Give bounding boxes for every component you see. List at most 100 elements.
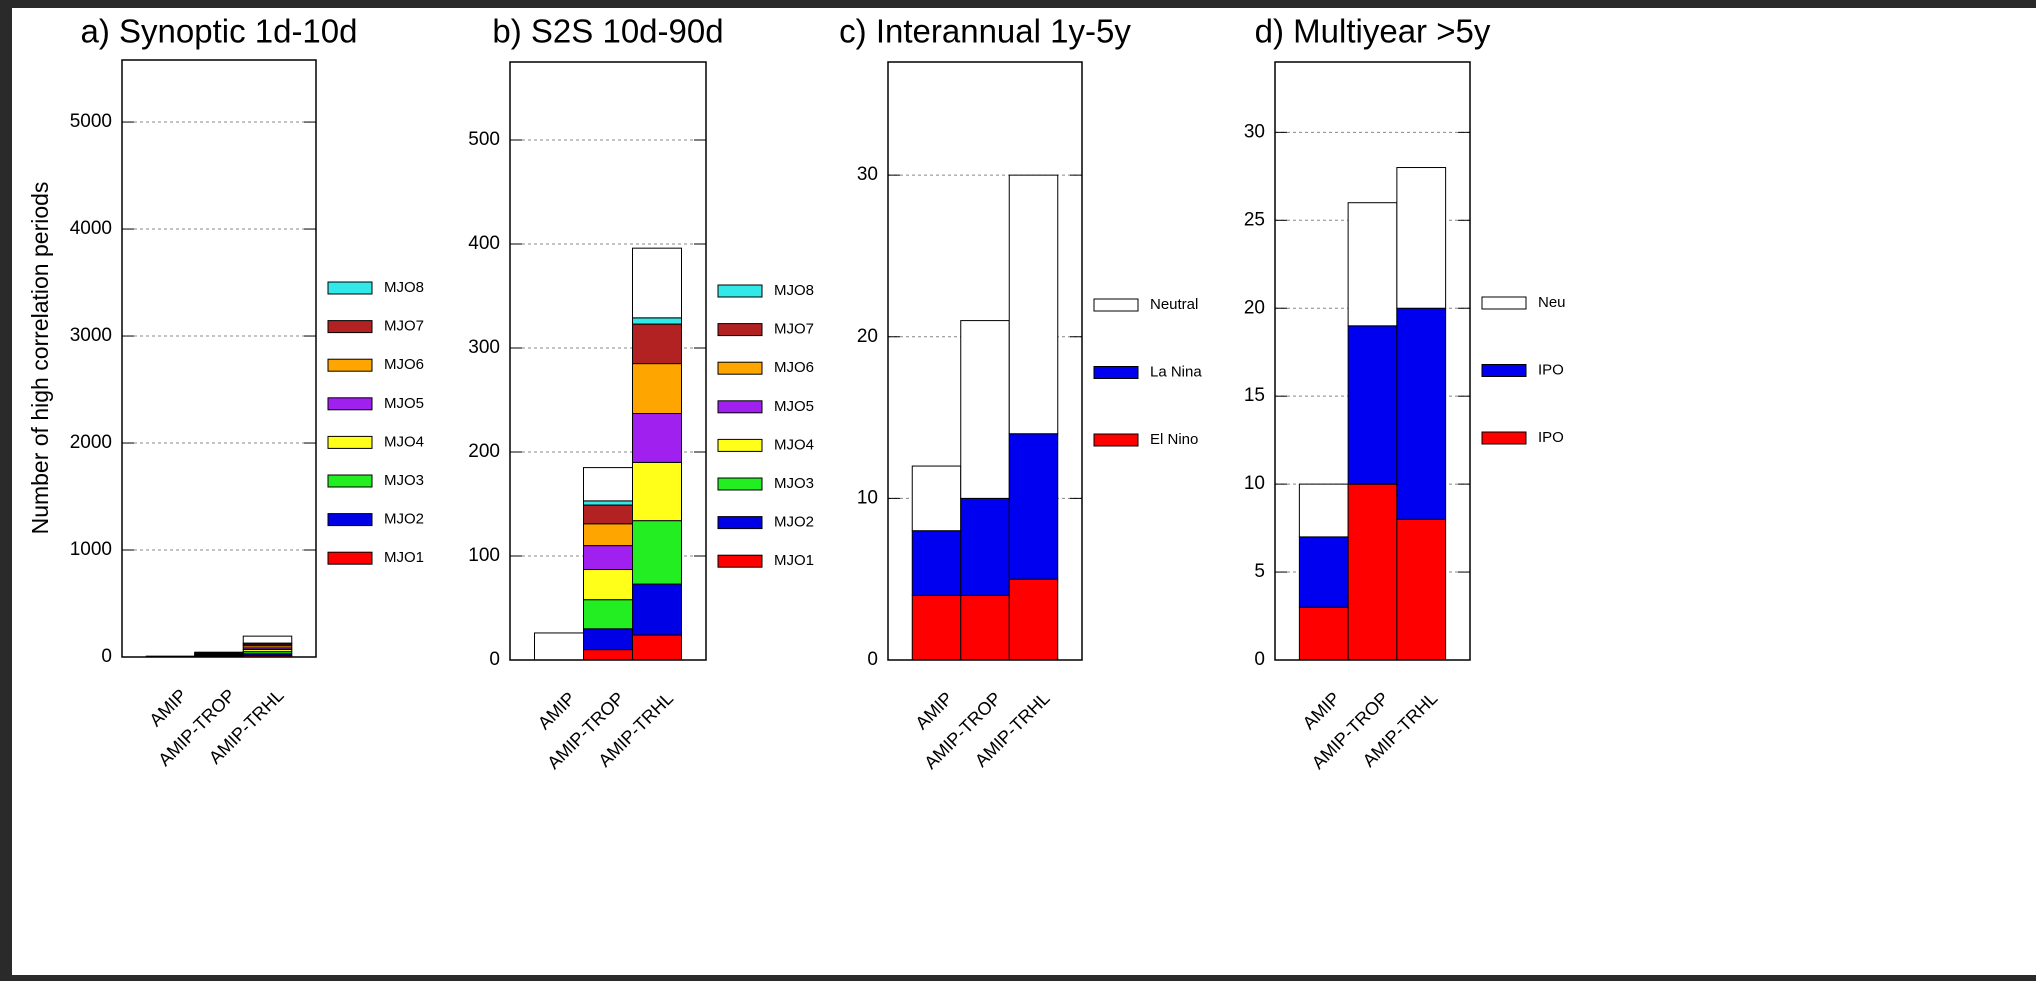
plot-frame: [1274, 61, 1471, 661]
legend-label: MJO1: [384, 549, 424, 566]
y-tick-label: 10: [1244, 473, 1265, 494]
legend-swatch: [327, 474, 373, 488]
y-tick-label: 5: [1254, 561, 1265, 582]
chart-title: a) Synoptic 1d-10d: [80, 13, 357, 50]
bar-segment: [632, 583, 682, 636]
legend-label: MJO4: [774, 436, 814, 453]
y-tick-label: 0: [101, 646, 112, 667]
bar-segment: [583, 599, 633, 630]
bar-segment: [583, 545, 633, 571]
bar-segment: [632, 323, 682, 365]
y-tick-label: 10: [857, 487, 878, 508]
y-tick-label: 3000: [70, 325, 112, 346]
legend-swatch: [717, 516, 763, 530]
legend-label: Neutral: [1150, 296, 1198, 313]
bar-segment: [583, 467, 633, 502]
legend-swatch: [1093, 366, 1139, 379]
legend-label: MJO3: [384, 472, 424, 489]
legend-label: MJO2: [384, 511, 424, 528]
legend-label: MJO8: [774, 282, 814, 299]
legend-swatch: [1093, 433, 1139, 447]
legend-swatch: [1481, 364, 1527, 377]
legend-swatch: [327, 320, 373, 334]
legend-swatch: [717, 323, 763, 337]
bar-segment: [632, 247, 682, 319]
legend-label: El Nino: [1150, 431, 1198, 448]
bar-segment: [1396, 518, 1447, 661]
bar-segment: [911, 530, 962, 596]
bar-segment: [1298, 606, 1349, 661]
legend-swatch: [717, 438, 763, 452]
bar-segment: [911, 465, 962, 532]
chart-title: c) Interannual 1y-5y: [839, 13, 1131, 50]
legend-label: MJO2: [774, 514, 814, 531]
bar-segment: [583, 569, 633, 601]
legend-label: MJO7: [774, 321, 814, 338]
bar-segment: [1008, 174, 1059, 435]
plot-frame: [887, 61, 1083, 661]
bar-segment: [1347, 483, 1398, 661]
y-tick-label: 20: [1244, 297, 1265, 318]
legend-label: Neu: [1538, 294, 1566, 311]
legend-swatch: [717, 554, 763, 568]
bar-segment: [911, 594, 962, 661]
y-tick-label: 30: [1244, 121, 1265, 142]
y-tick-label: 30: [857, 164, 878, 185]
legend-label: MJO8: [384, 279, 424, 296]
legend-swatch: [327, 358, 373, 372]
y-tick-label: 300: [468, 337, 500, 358]
legend-label: MJO3: [774, 475, 814, 492]
legend-label: MJO5: [384, 395, 424, 412]
bar-segment: [632, 520, 682, 585]
y-tick-label: 1000: [70, 539, 112, 560]
bar-segment: [632, 461, 682, 522]
y-tick-label: 2000: [70, 432, 112, 453]
y-tick-label: 0: [867, 649, 878, 670]
bar-segment: [583, 649, 633, 661]
legend-swatch: [717, 400, 763, 414]
legend-swatch: [1093, 298, 1139, 312]
legend-swatch: [327, 281, 373, 295]
bar-segment: [242, 635, 293, 644]
bar-segment: [534, 632, 584, 661]
bar-segment: [1008, 578, 1059, 661]
legend-swatch: [327, 397, 373, 411]
bar-segment: [960, 320, 1010, 499]
y-tick-label: 25: [1244, 209, 1265, 230]
legend-label: MJO7: [384, 318, 424, 335]
bar-segment: [1396, 167, 1447, 309]
plot-frame: [121, 59, 317, 658]
y-tick-label: 4000: [70, 218, 112, 239]
bar-segment: [1347, 202, 1398, 327]
y-tick-label: 100: [468, 545, 500, 566]
legend-swatch: [1481, 431, 1527, 445]
bar-segment: [1396, 307, 1447, 520]
chart-title: d) Multiyear >5y: [1255, 13, 1491, 50]
legend-swatch: [717, 284, 763, 298]
bar-segment: [632, 317, 682, 325]
legend-swatch: [1481, 296, 1527, 310]
y-tick-label: 0: [489, 649, 500, 670]
y-axis-label: Number of high correlation periods: [27, 182, 53, 535]
y-tick-label: 200: [468, 441, 500, 462]
y-tick-label: 500: [468, 129, 500, 150]
bar-segment: [1347, 325, 1398, 485]
y-tick-label: 20: [857, 326, 878, 347]
y-tick-label: 5000: [70, 111, 112, 132]
bar-segment: [583, 500, 633, 506]
legend-swatch: [327, 513, 373, 527]
bar-segment: [1298, 483, 1349, 538]
bar-segment: [194, 651, 244, 654]
legend-label: IPO: [1538, 429, 1564, 446]
bar-segment: [583, 504, 633, 525]
y-tick-label: 15: [1244, 385, 1265, 406]
bar-segment: [583, 523, 633, 547]
bar-segment: [632, 413, 682, 463]
legend-label: MJO5: [774, 398, 814, 415]
legend-label: MJO1: [774, 552, 814, 569]
y-tick-label: 400: [468, 233, 500, 254]
legend-swatch: [327, 551, 373, 565]
chart-title: b) S2S 10d-90d: [492, 13, 723, 50]
